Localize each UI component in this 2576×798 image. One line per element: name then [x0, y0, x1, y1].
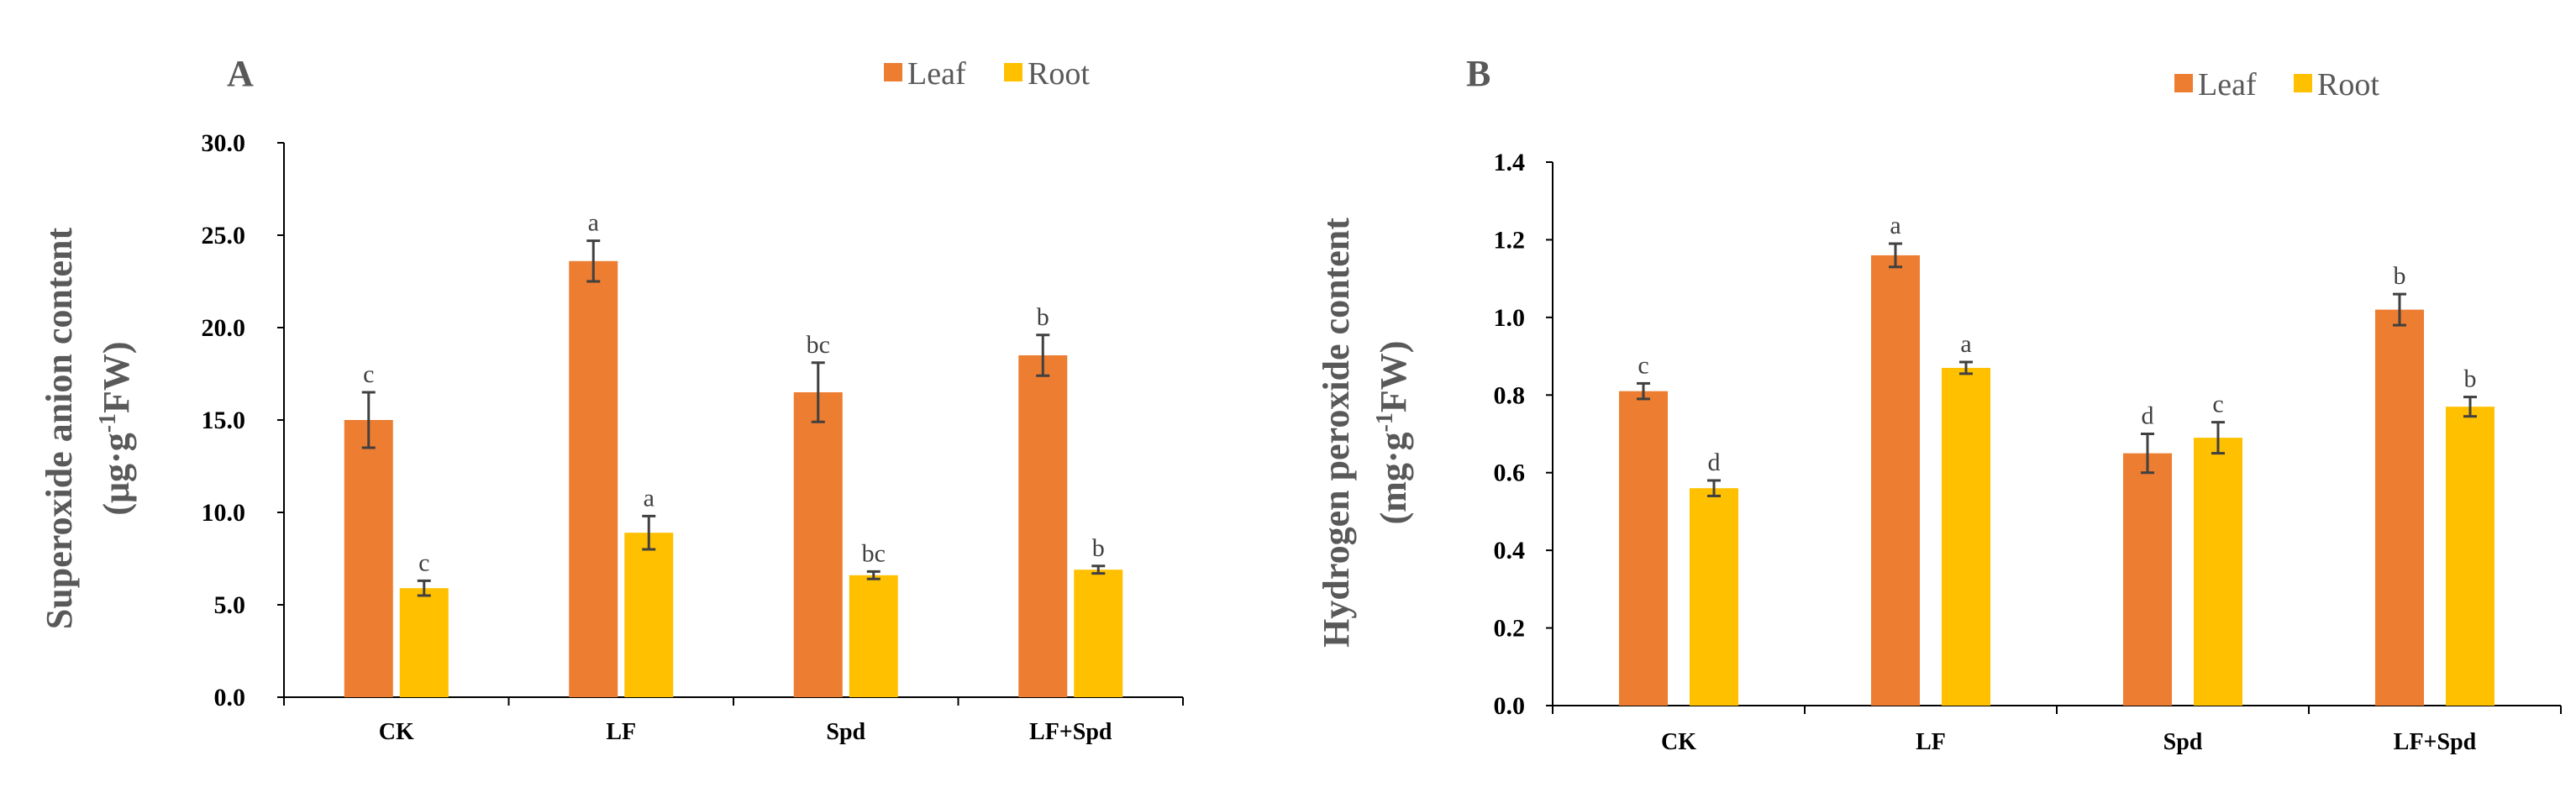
panel-b-significance-letter: d [2142, 402, 2154, 430]
panel-a-bar-leaf-lf [569, 260, 618, 697]
panel-b-bar-leaf-lf-spd [2375, 309, 2424, 706]
panel-a-y-tick-label: 20.0 [202, 314, 246, 342]
panel-b-significance-letter: c [1638, 351, 1648, 379]
panel-b-error-bar [1889, 242, 1902, 269]
panel-a-significance-letter: c [418, 549, 429, 576]
panel-a-ylabel-line1: Superoxide anion content [39, 227, 80, 629]
panel-b-y-tick-label: 1.0 [1494, 304, 1526, 332]
panel-b-legend-leaf-swatch [2174, 74, 2193, 92]
panel-a-error-bar [361, 391, 376, 449]
panel-b: B Leaf Root Hydrogen peroxide content (m… [1316, 53, 2562, 755]
panel-a-error-bar [1036, 333, 1050, 377]
panel-b-significance-letter: d [1708, 449, 1721, 476]
panel-a-y-tick-label: 15.0 [202, 407, 246, 434]
panel-b-significance-letter: c [2212, 391, 2223, 418]
panel-a-bars: c c a a bc bc b b [344, 209, 1123, 697]
panel-b-y-tick-label: 0.8 [1494, 381, 1526, 409]
panel-a-bar-root-spd [849, 575, 898, 697]
panel-b-legend-leaf-label: Leaf [2198, 67, 2257, 102]
panel-a-x-tick-label: CK [379, 719, 414, 745]
panel-a-error-bar [866, 570, 881, 580]
panel-a-y-tick-label: 5.0 [214, 591, 246, 619]
panel-b-x-tick-label: CK [1661, 729, 1696, 755]
panel-a-y-tick-label: 0.0 [214, 684, 246, 711]
panel-b-ylabel-line1: Hydrogen peroxide content [1316, 218, 1357, 648]
panel-a-significance-letter: b [1037, 303, 1049, 331]
panel-a-y-tick-label: 25.0 [202, 222, 246, 249]
panel-b-x-tick-label: LF+Spd [2394, 729, 2477, 755]
panel-b-y-tick-label: 1.4 [1494, 149, 1526, 176]
panel-a-y-tick-label: 30.0 [202, 129, 246, 157]
panel-b-error-bar [2141, 433, 2154, 475]
panel-b-bar-leaf-ck [1619, 391, 1668, 706]
panel-b-ylabel-unit: (mg·g-1FW) [1372, 341, 1414, 525]
panel-a-legend: Leaf Root [884, 56, 1090, 92]
panel-b-y-ticks: 0.0 0.2 0.4 0.6 0.8 1.0 1.2 1.4 [1494, 149, 1553, 720]
panel-a-y-axis-label: Superoxide anion content (μg·g-1FW) [39, 227, 137, 629]
panel-b-bar-leaf-lf [1871, 255, 1920, 706]
panel-a-significance-letter: b [1092, 534, 1105, 562]
panel-a-x-tick-label: LF+Spd [1029, 719, 1112, 745]
panel-a-legend-leaf-swatch [884, 63, 902, 81]
panel-a-legend-leaf-label: Leaf [907, 56, 966, 92]
panel-a-ylabel-unit: (μg·g-1FW) [95, 341, 137, 515]
panel-b-legend-root-label: Root [2317, 67, 2379, 102]
panel-b-y-tick-label: 0.6 [1494, 459, 1526, 487]
panel-a-error-bar [642, 514, 656, 551]
panel-b-y-axis-label: Hydrogen peroxide content (mg·g-1FW) [1316, 218, 1414, 648]
panel-a-x-tick-label: Spd [826, 719, 865, 745]
panel-b-error-bar [1959, 360, 1973, 375]
panel-a-y-ticks: 0.0 5.0 10.0 15.0 20.0 25.0 30.0 [202, 129, 284, 711]
panel-a-x-tick-label: LF [606, 719, 636, 745]
panel-a-y-tick-label: 10.0 [202, 499, 246, 527]
panel-b-error-bar [2211, 421, 2225, 455]
panel-b-significance-letter: b [2394, 262, 2406, 290]
panel-b-bar-leaf-spd [2123, 453, 2172, 706]
panel-b-x-tick-label: LF [1916, 729, 1946, 755]
panel-b-error-bar [1637, 381, 1650, 401]
panel-b-bar-root-lf-spd [2446, 407, 2495, 706]
panel-a-legend-root-swatch [1004, 63, 1023, 81]
panel-b-bar-root-ck [1690, 488, 1738, 706]
panel-a-bar-leaf-spd [793, 392, 843, 697]
panel-b-x-tick-label: Spd [2163, 729, 2203, 755]
panel-b-significance-letter: a [1960, 330, 1971, 358]
panel-a-bar-root-ck [399, 588, 449, 697]
panel-b-bar-root-lf [1942, 367, 1990, 706]
panel-b-y-tick-label: 0.2 [1494, 615, 1526, 643]
panel-a-letter: A [227, 53, 254, 94]
panel-a-significance-letter: c [363, 360, 374, 388]
panel-a-significance-letter: a [588, 209, 599, 237]
panel-b-error-bar [1707, 479, 1721, 497]
panel-b-y-tick-label: 1.2 [1494, 226, 1526, 254]
panel-a: A Leaf Root Superoxide anion content (μg… [39, 53, 1184, 745]
panel-a-error-bar [417, 579, 431, 597]
panel-b-error-bar [2463, 396, 2477, 418]
panel-a-bar-leaf-ck [344, 420, 393, 697]
panel-a-bar-leaf-lf-spd [1018, 355, 1068, 697]
panel-b-letter: B [1466, 53, 1490, 94]
panel-b-error-bar [2393, 292, 2406, 327]
panel-b-y-tick-label: 0.0 [1494, 692, 1526, 720]
panel-a-significance-letter: bc [807, 331, 830, 359]
panel-b-legend-root-swatch [2294, 74, 2312, 92]
panel-b-significance-letter: b [2464, 365, 2477, 393]
panel-a-bar-root-lf-spd [1074, 570, 1123, 697]
panel-a-error-bar [1091, 564, 1106, 575]
panel-a-significance-letter: a [644, 484, 655, 512]
panel-b-y-tick-label: 0.4 [1494, 537, 1526, 564]
panel-a-x-ticks: CK LF Spd LF+Spd [283, 697, 1184, 745]
panel-a-significance-letter: bc [862, 539, 886, 567]
panel-b-x-ticks: CK LF Spd LF+Spd [1552, 706, 2562, 755]
panel-b-legend: Leaf Root [2174, 67, 2379, 102]
panel-b-bars: c d a a d c b b [1619, 212, 2495, 706]
panel-b-bar-root-spd [2194, 438, 2242, 706]
panel-a-bar-root-lf [624, 533, 674, 697]
panel-b-significance-letter: a [1890, 212, 1900, 239]
panel-a-legend-root-label: Root [1028, 56, 1090, 92]
panel-a-error-bar [811, 361, 825, 423]
panel-a-error-bar [586, 239, 601, 283]
